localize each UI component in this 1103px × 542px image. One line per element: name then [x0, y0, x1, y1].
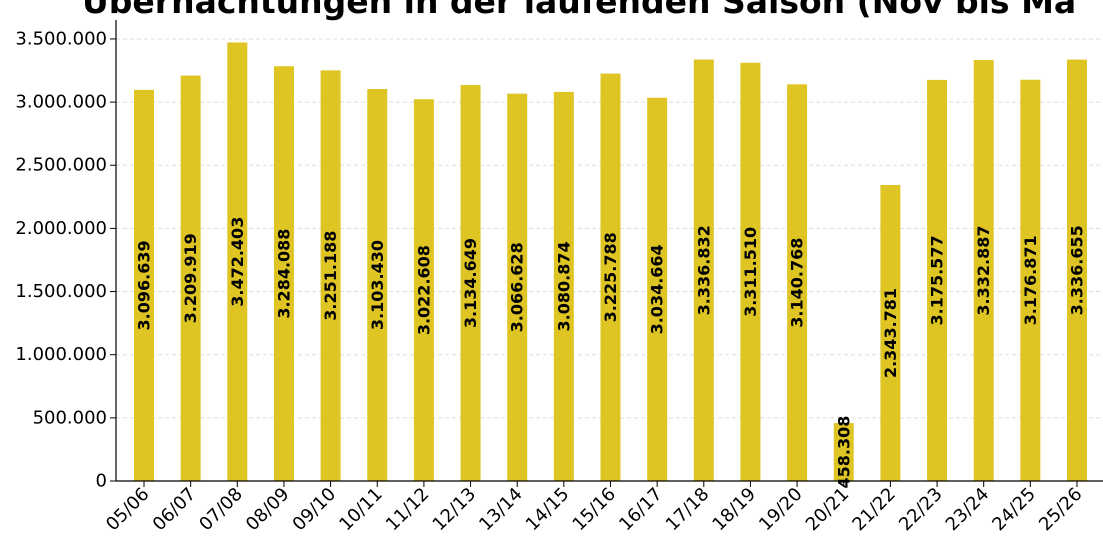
bar: [973, 60, 994, 481]
bar-value-label: 3.080.874: [554, 241, 573, 331]
x-tick-label: 13/14: [475, 484, 527, 536]
bar: [1067, 59, 1087, 482]
x-tick-label: 05/06: [102, 484, 154, 536]
x-tick-label: 25/26: [1035, 484, 1087, 536]
x-tick-label: 20/21: [802, 484, 854, 536]
bar: [880, 184, 901, 482]
x-tick-label: 11/12: [382, 484, 434, 536]
bar-value-label: 3.311.510: [741, 227, 760, 317]
x-tick-label: 21/22: [848, 484, 900, 536]
bar: [460, 85, 481, 481]
x-tick-label: 07/08: [195, 484, 247, 536]
bar-value-label: 3.336.832: [694, 225, 713, 315]
x-tick-label: 18/19: [708, 484, 760, 536]
bar: [507, 93, 528, 482]
bar: [833, 423, 854, 481]
bar: [927, 79, 948, 481]
y-tick-label: 500.000: [33, 407, 107, 428]
x-tick-label: 24/25: [988, 484, 1040, 536]
bar-value-label: 2.343.781: [881, 288, 900, 378]
bar-value-label: 3.066.628: [508, 242, 527, 332]
bar: [1020, 79, 1041, 482]
x-tick-label: 17/18: [662, 484, 714, 536]
x-tick-label: 06/07: [149, 484, 201, 536]
bar: [320, 70, 341, 482]
y-tick-label: 1.500.000: [15, 281, 107, 302]
x-tick-label: 14/15: [522, 484, 574, 536]
bar: [740, 62, 761, 482]
bar: [413, 99, 434, 481]
bar: [180, 75, 201, 482]
y-tick-label: 1.000.000: [15, 344, 107, 365]
bars: 3.096.639 3.209.919 3.472.403 3.284.088 3.25…: [134, 42, 1087, 488]
bar-value-label: 3.472.403: [228, 217, 247, 307]
bar-value-label: 3.175.577: [928, 235, 947, 325]
y-tick-label: 3.000.000: [15, 92, 107, 113]
bar-value-label: 3.176.871: [1021, 235, 1040, 325]
bar: [227, 42, 248, 481]
axes: [115, 20, 1103, 482]
bar-value-label: 3.022.608: [414, 245, 433, 335]
bar-value-label: 3.251.188: [321, 231, 340, 321]
chart-title: Übernachtungen in der laufenden Saison (…: [82, 0, 1076, 21]
x-axis-ticks: 05/0606/0707/0808/0909/1010/1111/1212/13…: [102, 481, 1087, 535]
bar: [134, 89, 154, 481]
bar: [553, 91, 574, 481]
bar-value-label: 3.034.664: [648, 244, 667, 334]
bar-value-label: 458.308: [834, 416, 853, 489]
y-tick-label: 3.500.000: [15, 28, 107, 49]
x-tick-label: 22/23: [895, 484, 947, 536]
y-tick-label: 2.500.000: [15, 155, 107, 176]
bar-value-label: 3.134.649: [461, 238, 480, 328]
bar: [647, 97, 668, 482]
x-tick-label: 09/10: [289, 484, 341, 536]
y-tick-label: 0: [96, 471, 107, 492]
bar-value-label: 3.336.655: [1068, 225, 1087, 315]
bar-value-label: 3.225.788: [601, 232, 620, 322]
bar-value-label: 3.103.430: [368, 240, 387, 330]
bar-value-label: 3.209.919: [181, 233, 200, 323]
x-tick-label: 19/20: [755, 484, 807, 536]
bar: [273, 66, 294, 482]
x-tick-label: 16/17: [615, 484, 667, 536]
x-tick-label: 08/09: [242, 484, 294, 536]
bar-value-label: 3.096.639: [135, 240, 154, 330]
x-tick-label: 10/11: [335, 484, 387, 536]
bar: [367, 89, 388, 482]
y-tick-label: 2.000.000: [15, 218, 107, 239]
bar-value-label: 3.332.887: [974, 225, 993, 315]
x-tick-label: 15/16: [569, 484, 621, 536]
x-tick-label: 12/13: [429, 484, 481, 536]
bar-value-label: 3.284.088: [274, 229, 293, 319]
bar: [693, 59, 714, 481]
x-tick-label: 23/24: [942, 484, 994, 536]
bar: [787, 84, 808, 481]
bar-value-label: 3.140.768: [788, 238, 807, 328]
bar: [600, 73, 621, 482]
y-axis-ticks: 0 500.000 1.000.000 1.500.000 2.000.000 2.500…: [15, 28, 116, 492]
